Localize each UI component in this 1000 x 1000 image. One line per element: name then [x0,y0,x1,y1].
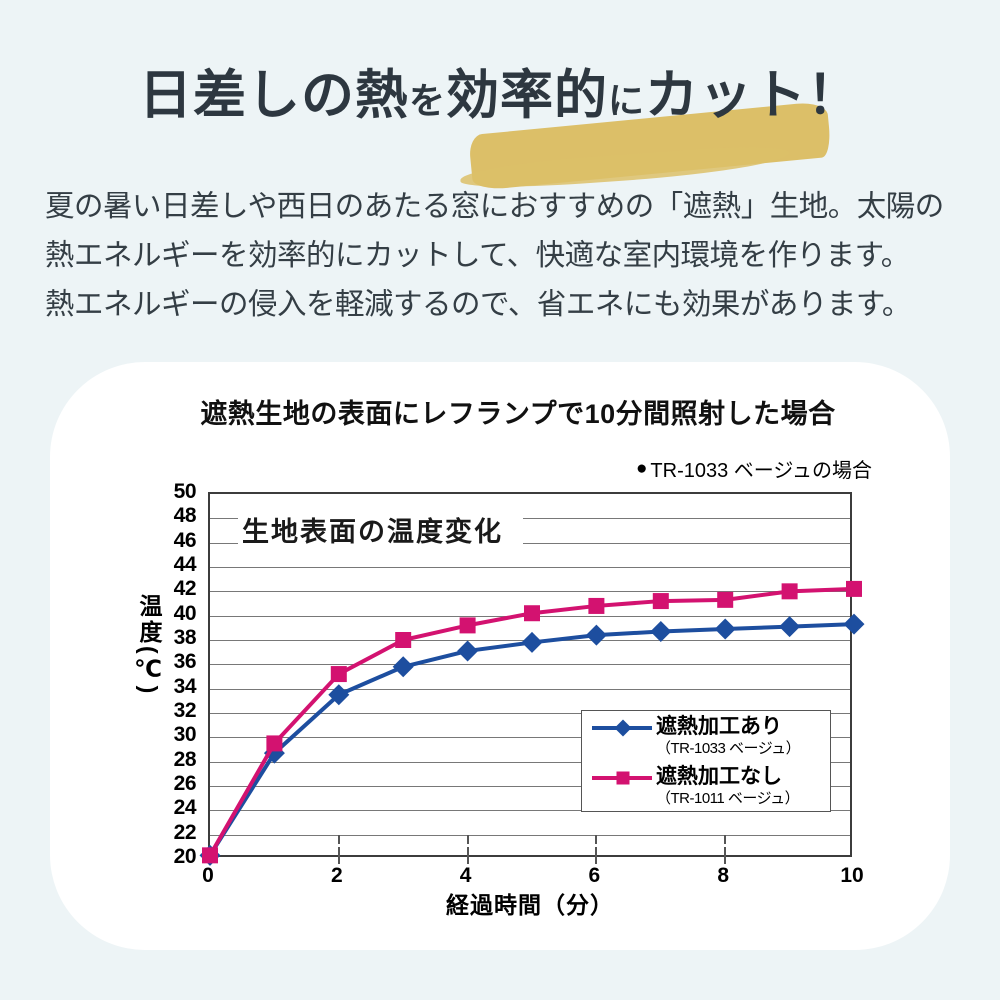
y-tick-label: 26 [173,772,197,795]
gridline [210,518,850,520]
x-tick-mark [595,834,598,844]
chart-title: 遮熱生地の表面にレフランプで10分間照射した場合 [200,399,836,429]
data-point-marker [781,583,798,600]
gridline [210,542,850,544]
x-tick-mark [337,834,340,844]
chart-legend: 遮熱加工あり （TR-1033 ベージュ） 遮熱加工なし （TR-1011 ベージュ） [581,710,831,812]
data-point-marker [524,605,540,622]
bullet-icon: ● [635,458,648,479]
data-point-marker [585,624,607,646]
x-axis-title: 経過時間（分） [446,892,614,918]
x-tick-mark [595,847,598,864]
data-point-marker [330,666,347,683]
x-tick-mark [466,834,469,844]
y-tick-label: 24 [173,796,197,820]
x-tick-mark [466,847,469,864]
y-tick-label: 22 [173,820,197,844]
gridline [210,761,850,763]
gridline [210,737,850,739]
y-tick-label: 38 [173,626,197,649]
y-tick-label: 20 [173,845,197,868]
legend-entry: 遮熱加工あり （TR-1033 ベージュ） [590,714,826,758]
intro-line: 熱エネルギーを効率的にカットして、快適な室内環境を作ります。 [45,239,910,272]
title-particle: を [408,80,446,121]
x-tick-label: 2 [330,864,343,887]
legend-text: 遮熱加工あり （TR-1033 ベージュ） [656,714,801,758]
gridline [210,834,850,836]
y-tick-label: 32 [173,699,197,722]
series-lines [199,580,865,866]
gridline [210,688,850,690]
data-point-marker [202,847,218,864]
y-tick-label: 48 [173,504,197,528]
hero-header: 日差しの熱を効率的にカット！ [0,46,1000,192]
title-particle: に [608,80,646,121]
data-point-marker [457,640,479,662]
title-segment: 日差しの熱 [138,66,409,125]
y-tick-label: 46 [173,528,197,552]
data-point-marker [521,631,543,653]
annotation-text: TR-1033 ベージュの場合 [650,460,872,482]
gridline [210,713,850,714]
data-point-marker [717,591,734,608]
data-point-marker [328,684,350,706]
x-tick-label: 10 [840,864,864,887]
title-segment: カット！ [645,66,862,125]
legend-series-name: 遮熱加工なし [656,765,782,788]
intro-paragraph: 夏の暑い日差しや西日のあたる窓におすすめの「遮熱」生地。太陽の 熱エネルギーを効… [45,182,965,329]
x-tick-label: 4 [459,864,472,887]
plot-area: 生地表面の温度変化 遮熱加工あり （TR-1033 ベージュ） 遮熱加工なし （TR-… [199,492,865,866]
legend-series-subtitle: （TR-1033 ベージュ） [656,740,801,757]
legend-swatch [590,765,656,791]
intro-line: 夏の暑い日差しや西日のあたる窓におすすめの「遮熱」生地。太陽の [45,190,944,223]
y-tick-label: 28 [173,747,197,771]
y-axis-title: 温度(℃) [136,594,162,697]
square-marker-icon [616,771,630,785]
legend-series-subtitle: （TR-1011 ベージュ） [656,790,800,807]
legend-entry: 遮熱加工なし （TR-1011 ベージュ） [590,764,826,808]
diamond-marker-icon [614,719,632,737]
chart-annotation: ● TR-1033 ベージュの場合 [636,454,872,483]
x-tick-label: 8 [717,864,730,887]
legend-series-name: 遮熱加工あり [656,715,782,738]
data-point-marker [650,620,672,642]
gridline [210,786,850,787]
plot-inner-title: 生地表面の温度変化 [238,506,523,555]
data-point-marker [266,735,283,752]
data-point-marker [395,632,412,648]
gridline [210,591,850,593]
data-point-marker [714,618,736,640]
gridline [210,810,850,812]
chart-card: 遮熱生地の表面にレフランプで10分間照射した場合 ● TR-1033 ベージュの… [50,362,950,950]
x-tick-mark [724,834,727,844]
intro-line: 熱エネルギーの侵入を軽減するので、省エネにも効果があります。 [45,288,911,321]
y-tick-label: 50 [173,480,197,503]
data-point-marker [843,613,865,635]
x-tick-label: 0 [202,864,214,887]
legend-text: 遮熱加工なし （TR-1011 ベージュ） [656,764,800,808]
data-point-marker [779,616,801,638]
x-tick-label: 6 [588,864,601,887]
title-segment: 効率的 [446,66,608,125]
data-point-marker [588,597,605,614]
gridline [210,567,850,568]
y-tick-label: 40 [173,601,197,625]
y-tick-label: 36 [173,650,197,674]
page-title: 日差しの熱を効率的にカット！ [0,46,1000,152]
x-tick-mark [337,847,340,864]
data-point-marker [652,593,669,610]
y-tick-label: 42 [173,577,197,601]
y-tick-label: 30 [173,723,197,747]
legend-swatch [590,715,656,741]
y-tick-label: 44 [173,553,197,576]
gridline [210,664,850,666]
data-point-marker [459,617,476,634]
y-tick-label: 34 [173,674,197,698]
data-point-marker [846,580,862,597]
x-tick-mark [724,847,727,864]
data-point-marker [392,656,414,678]
